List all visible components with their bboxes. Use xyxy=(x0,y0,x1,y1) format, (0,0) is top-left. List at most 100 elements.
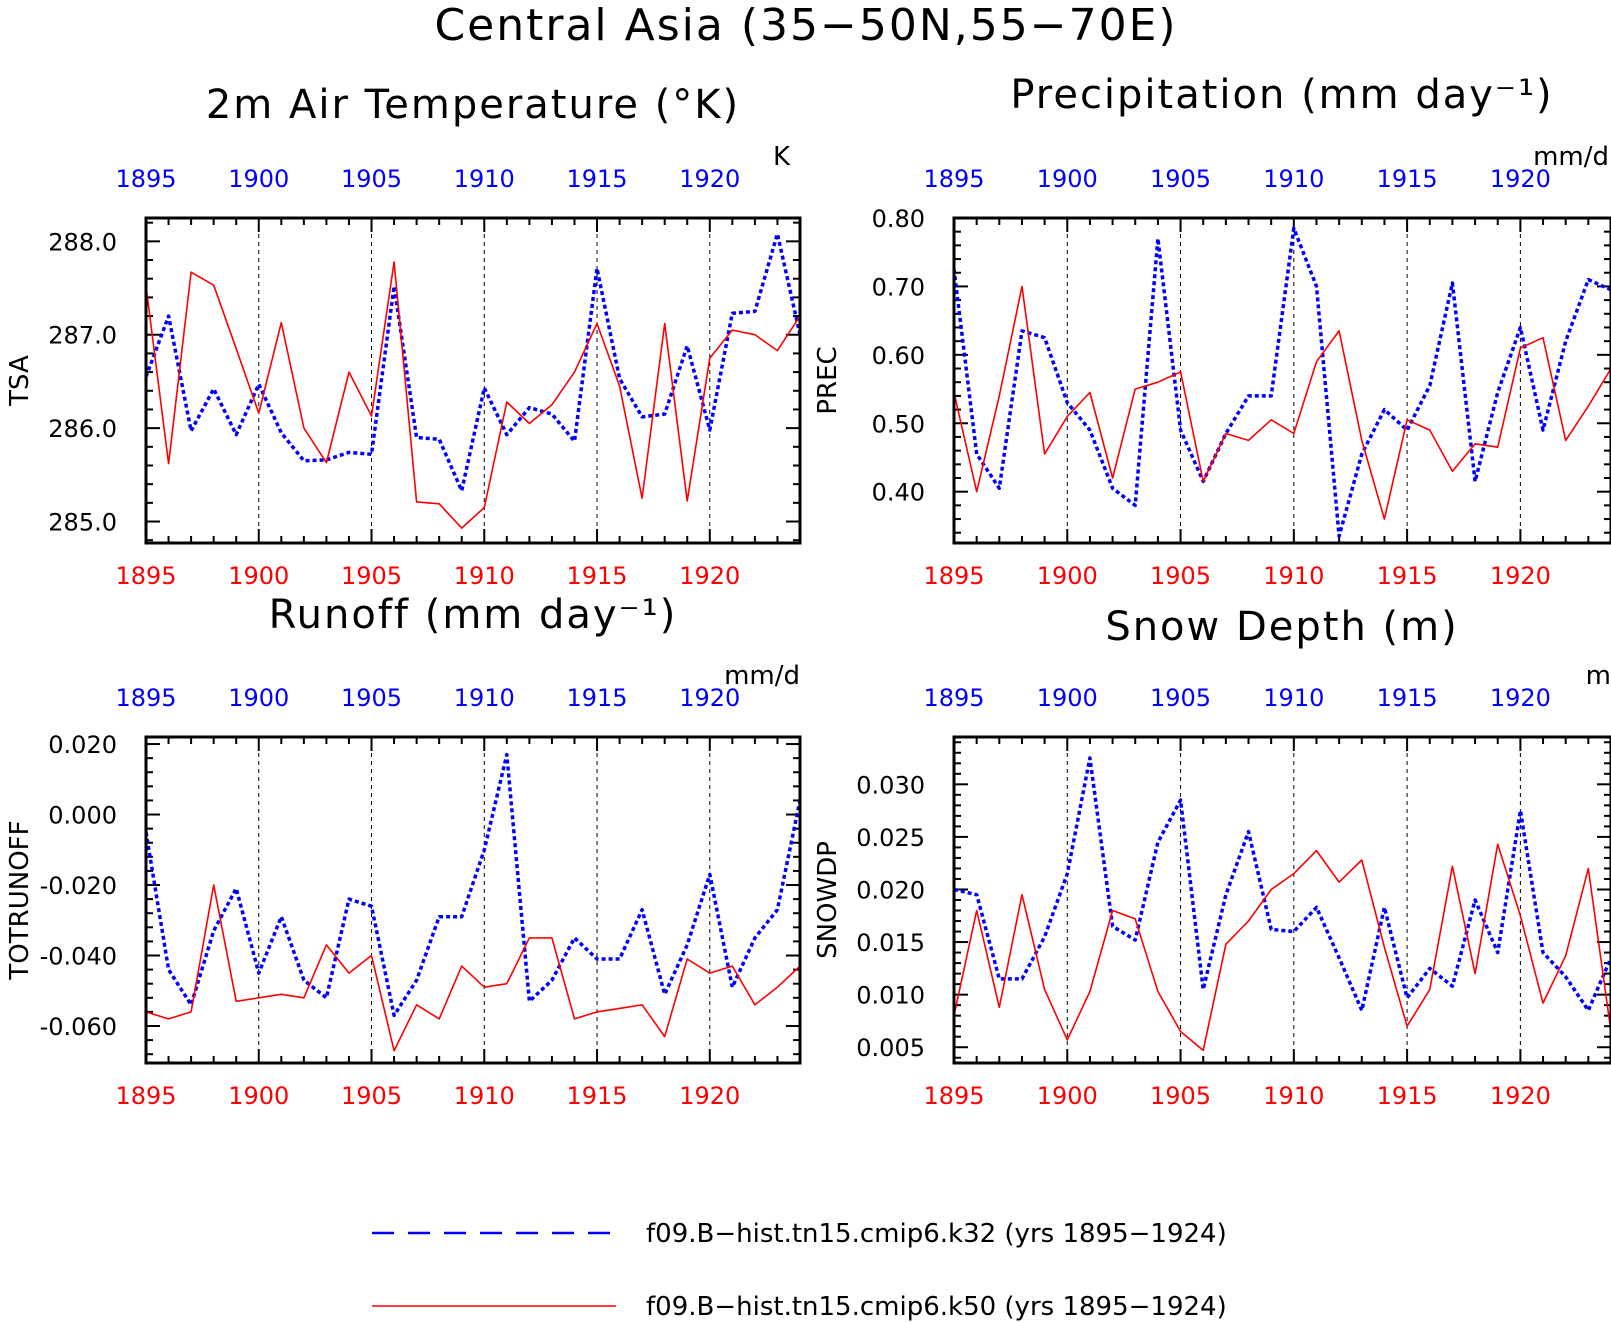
x-tick-label-top: 1900 xyxy=(228,165,289,193)
y-tick-label: 285.0 xyxy=(48,509,117,537)
x-tick-label: 1910 xyxy=(454,562,515,590)
series-line-k50 xyxy=(954,843,1611,1052)
y-tick-label: 0.60 xyxy=(872,342,925,370)
x-tick-label: 1905 xyxy=(341,562,402,590)
x-tick-label: 1920 xyxy=(679,1082,740,1110)
x-tick-label-top: 1905 xyxy=(341,684,402,712)
x-tick-label: 1905 xyxy=(1150,562,1211,590)
x-tick-label: 1895 xyxy=(115,562,176,590)
units-label: m xyxy=(1586,661,1611,691)
series-group xyxy=(146,232,800,529)
x-tick-label: 1895 xyxy=(115,1082,176,1110)
y-tick-label: 287.0 xyxy=(48,322,117,350)
series-group xyxy=(954,756,1611,1052)
y-tick-label: 286.0 xyxy=(48,415,117,443)
y-tick-label: 0.50 xyxy=(872,410,925,438)
panels: 2m Air Temperature (°K) K TSA 1895 1895 1900 1… xyxy=(5,72,1611,1110)
x-tick-label-top: 1920 xyxy=(1490,165,1551,193)
panel-title: 2m Air Temperature (°K) xyxy=(206,82,740,128)
x-tick-label-top: 1920 xyxy=(679,165,740,193)
panel-4: Snow Depth (m) m SNOWDP 1895 1895 1900 1900 190… xyxy=(813,604,1611,1110)
units-label: mm/d xyxy=(1533,142,1609,172)
x-tick-label: 1915 xyxy=(566,562,627,590)
panel-2: Precipitation (mm day⁻¹) mm/d PREC 1895 1895… xyxy=(813,72,1611,590)
series-line-k32 xyxy=(146,232,800,493)
series-group xyxy=(954,226,1611,538)
series-line-k32 xyxy=(954,756,1611,1013)
x-tick-label-top: 1895 xyxy=(115,165,176,193)
x-tick-label: 1915 xyxy=(1377,1082,1438,1110)
x-tick-label: 1900 xyxy=(1037,1082,1098,1110)
y-tick-label: 288.0 xyxy=(48,228,117,256)
y-tick-label: 0.000 xyxy=(48,802,117,830)
y-tick-label: 0.010 xyxy=(856,982,925,1010)
plot-frame xyxy=(144,216,802,545)
x-tick-label-top: 1895 xyxy=(923,684,984,712)
x-tick-label-top: 1920 xyxy=(1490,684,1551,712)
x-tick-label-top: 1905 xyxy=(341,165,402,193)
y-tick-label: 0.030 xyxy=(856,771,925,799)
figure-title: Central Asia (35−50N,55−70E) xyxy=(434,0,1177,51)
x-tick-label: 1900 xyxy=(228,1082,289,1110)
x-tick-label-top: 1905 xyxy=(1150,684,1211,712)
x-tick-label: 1910 xyxy=(454,1082,515,1110)
x-tick-label-top: 1910 xyxy=(454,684,515,712)
y-tick-label: -0.020 xyxy=(40,872,117,900)
units-label: mm/d xyxy=(724,661,800,691)
x-tick-label-top: 1905 xyxy=(1150,165,1211,193)
y-tick-label: 0.005 xyxy=(856,1034,925,1062)
legend-label: f09.B−hist.tn15.cmip6.k32 (yrs 1895−1924… xyxy=(646,1219,1227,1249)
legend-label: f09.B−hist.tn15.cmip6.k50 (yrs 1895−1924… xyxy=(646,1292,1227,1322)
y-tick-label: -0.040 xyxy=(40,943,117,971)
y-axis-label: TSA xyxy=(5,355,35,407)
plot-frame xyxy=(952,735,1611,1065)
x-tick-label-top: 1895 xyxy=(923,165,984,193)
x-tick-label-top: 1900 xyxy=(228,684,289,712)
x-tick-label: 1900 xyxy=(1037,562,1098,590)
y-axis-label: PREC xyxy=(813,346,843,414)
x-tick-label-top: 1910 xyxy=(1263,165,1324,193)
series-line-k50 xyxy=(146,884,800,1052)
panel-1: 2m Air Temperature (°K) K TSA 1895 1895 1900 1… xyxy=(5,82,802,590)
x-tick-label: 1920 xyxy=(679,562,740,590)
x-tick-label-top: 1910 xyxy=(454,165,515,193)
y-tick-label: -0.060 xyxy=(40,1013,117,1041)
panel-title: Runoff (mm day⁻¹) xyxy=(269,592,678,638)
x-tick-label-top: 1920 xyxy=(679,684,740,712)
x-tick-label: 1895 xyxy=(923,1082,984,1110)
series-line-k50 xyxy=(146,261,800,529)
x-tick-label: 1905 xyxy=(341,1082,402,1110)
panel-title: Snow Depth (m) xyxy=(1105,604,1458,650)
x-tick-label: 1910 xyxy=(1263,562,1324,590)
y-tick-label: 0.80 xyxy=(872,205,925,233)
x-tick-label: 1915 xyxy=(1377,562,1438,590)
y-tick-label: 0.020 xyxy=(856,876,925,904)
legend: f09.B−hist.tn15.cmip6.k32 (yrs 1895−1924… xyxy=(372,1219,1227,1322)
y-tick-label: 0.70 xyxy=(872,273,925,301)
y-axis-label: TOTRUNOFF xyxy=(5,820,35,980)
y-tick-label: 0.025 xyxy=(856,824,925,852)
y-tick-label: 0.40 xyxy=(872,479,925,507)
x-tick-label-top: 1915 xyxy=(566,684,627,712)
y-tick-label: 0.020 xyxy=(48,731,117,759)
y-axis-label: SNOWDP xyxy=(813,841,843,959)
panel-title: Precipitation (mm day⁻¹) xyxy=(1010,72,1553,118)
x-tick-label: 1905 xyxy=(1150,1082,1211,1110)
series-line-k50 xyxy=(954,285,1611,520)
units-label: K xyxy=(773,142,791,172)
x-tick-label-top: 1895 xyxy=(115,684,176,712)
x-tick-label: 1895 xyxy=(923,562,984,590)
x-tick-label-top: 1900 xyxy=(1037,165,1098,193)
y-tick-label: 0.015 xyxy=(856,929,925,957)
x-tick-label: 1915 xyxy=(566,1082,627,1110)
series-group xyxy=(146,752,800,1052)
plot-frame xyxy=(952,216,1611,545)
x-tick-label-top: 1915 xyxy=(1377,684,1438,712)
x-tick-label: 1920 xyxy=(1490,562,1551,590)
x-tick-label-top: 1915 xyxy=(566,165,627,193)
x-tick-label-top: 1915 xyxy=(1377,165,1438,193)
x-tick-label-top: 1900 xyxy=(1037,684,1098,712)
x-tick-label: 1920 xyxy=(1490,1082,1551,1110)
x-tick-label: 1910 xyxy=(1263,1082,1324,1110)
